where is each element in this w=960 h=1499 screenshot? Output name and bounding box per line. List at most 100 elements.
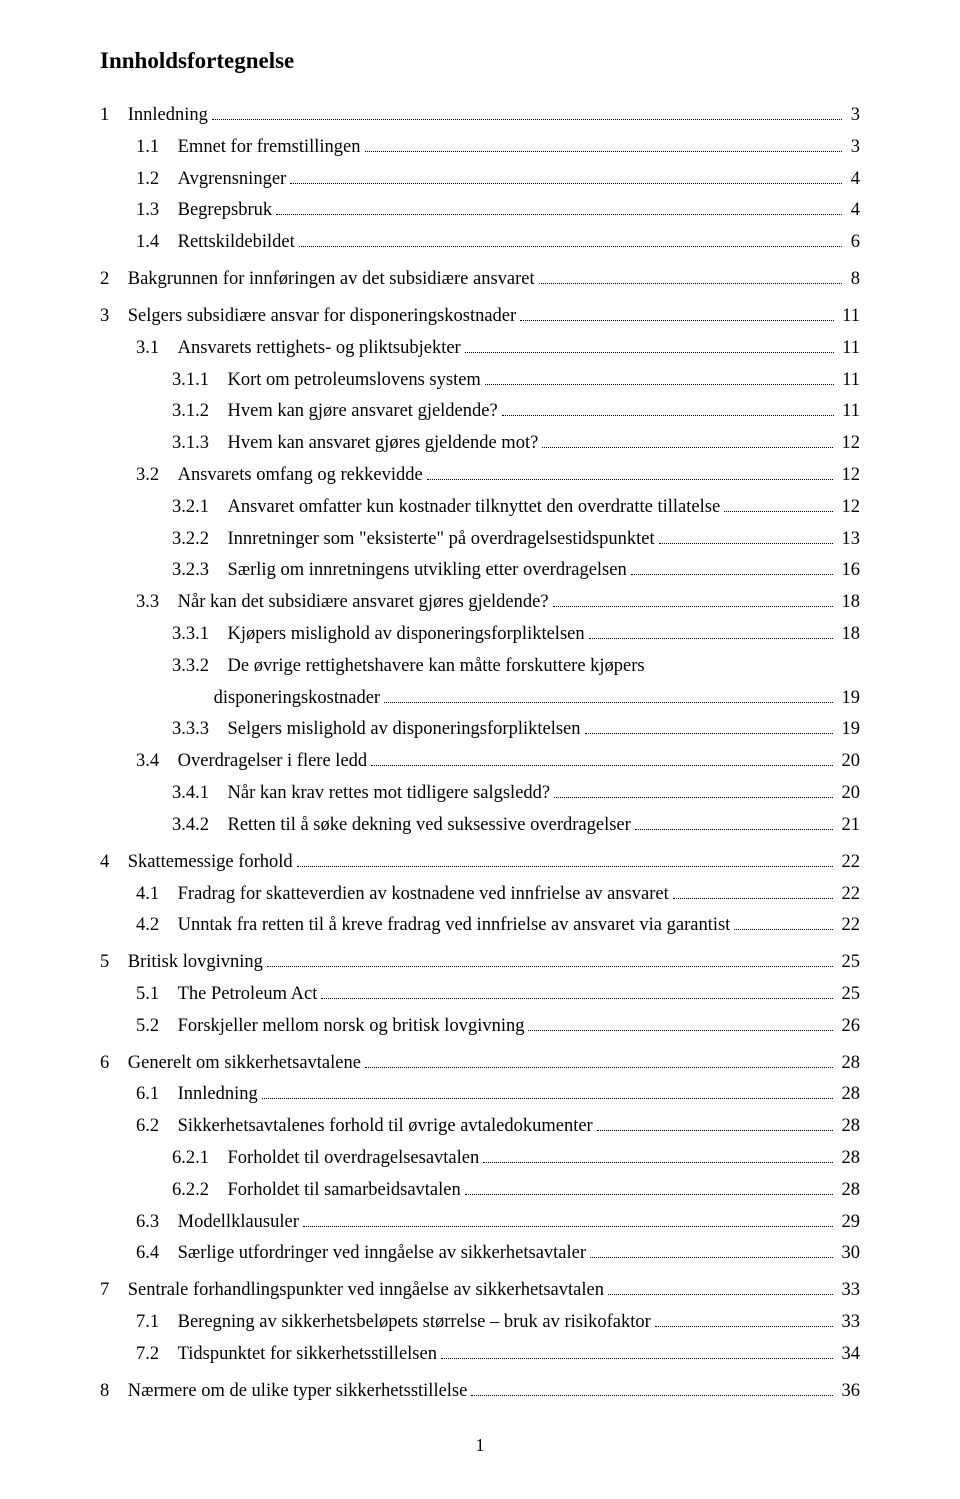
toc-leader-dots [608, 1278, 833, 1296]
toc-entry-page: 12 [837, 462, 860, 489]
toc-entry: 1.2 Avgrensninger 4 [100, 166, 860, 193]
toc-entry: 6.2.1 Forholdet til overdragelsesavtalen… [100, 1145, 860, 1172]
toc-entry-number: 3.3.3 [172, 716, 228, 743]
toc-entry-page: 12 [837, 494, 860, 521]
toc-entry: 4 Skattemessige forhold 22 [100, 849, 860, 876]
toc-entry: 2 Bakgrunnen for innføringen av det subs… [100, 266, 860, 293]
toc-entry-text: The Petroleum Act [178, 981, 318, 1008]
toc-entry: 4.2 Unntak fra retten til å kreve fradra… [100, 912, 860, 939]
page-number: 1 [100, 1435, 860, 1456]
toc-leader-dots [724, 494, 833, 512]
toc-entry: 4.1 Fradrag for skatteverdien av kostnad… [100, 881, 860, 908]
toc-entry-number: 7.2 [136, 1341, 178, 1368]
toc-entry-page: 12 [837, 430, 860, 457]
toc-entry-text: Særlig om innretningens utvikling etter … [228, 557, 627, 584]
toc-entry-text: Nærmere om de ulike typer sikkerhetsstil… [128, 1378, 468, 1405]
toc-entry-text: Generelt om sikkerhetsavtalene [128, 1050, 361, 1077]
toc-entry-text: Ansvarets rettighets- og pliktsubjekter [178, 335, 461, 362]
toc-leader-dots [465, 1177, 833, 1195]
table-of-contents: 1 Innledning 31.1 Emnet for fremstilling… [100, 102, 860, 1405]
toc-entry-page: 19 [837, 685, 860, 712]
toc-leader-dots [655, 1309, 833, 1327]
toc-entry: 3.2 Ansvarets omfang og rekkevidde 12 [100, 462, 860, 489]
toc-entry: 3.3.3 Selgers mislighold av disponerings… [100, 716, 860, 743]
toc-entry-page: 36 [837, 1378, 860, 1405]
toc-entry-text: disponeringskostnader [214, 685, 380, 712]
toc-entry: 6.1 Innledning 28 [100, 1081, 860, 1108]
toc-entry-number: 3.1.1 [172, 367, 228, 394]
toc-entry-text: Forskjeller mellom norsk og britisk lovg… [178, 1013, 525, 1040]
toc-entry-text: Forholdet til samarbeidsavtalen [228, 1177, 461, 1204]
toc-entry-text: Kort om petroleumslovens system [228, 367, 481, 394]
toc-leader-dots [483, 1145, 833, 1163]
toc-leader-dots [262, 1082, 833, 1100]
toc-entry: 7.1 Beregning av sikkerhetsbeløpets stør… [100, 1309, 860, 1336]
toc-entry-text: Tidspunktet for sikkerhetsstillelsen [178, 1341, 437, 1368]
toc-entry: 3.1.3 Hvem kan ansvaret gjøres gjeldende… [100, 430, 860, 457]
toc-entry-number: 1.2 [136, 166, 178, 193]
toc-entry-page: 28 [837, 1145, 860, 1172]
toc-leader-dots [528, 1013, 832, 1031]
toc-entry: 3.3.1 Kjøpers mislighold av disponerings… [100, 621, 860, 648]
toc-title: Innholdsfortegnelse [100, 48, 860, 74]
toc-entry-number: 6.4 [136, 1240, 178, 1267]
toc-entry-number [172, 685, 214, 712]
toc-entry-number: 3.4 [136, 748, 178, 775]
toc-entry-text: De øvrige rettighetshavere kan måtte for… [228, 653, 645, 680]
toc-entry-number: 7.1 [136, 1309, 178, 1336]
toc-leader-dots [554, 780, 833, 798]
toc-entry-page: 22 [837, 912, 860, 939]
toc-entry-number: 6.3 [136, 1209, 178, 1236]
toc-entry-page: 28 [837, 1050, 860, 1077]
toc-entry-text: Skattemessige forhold [128, 849, 293, 876]
toc-entry-number: 3.4.1 [172, 780, 228, 807]
toc-entry-page: 33 [837, 1277, 860, 1304]
toc-entry-text: Retten til å søke dekning ved suksessive… [228, 812, 631, 839]
toc-entry-text: Sentrale forhandlingspunkter ved inngåel… [128, 1277, 604, 1304]
toc-entry-page: 4 [846, 197, 860, 224]
toc-entry: 3.3.2 De øvrige rettighetshavere kan måt… [100, 653, 860, 680]
toc-leader-dots [597, 1114, 833, 1132]
toc-entry: 3.1.1 Kort om petroleumslovens system 11 [100, 367, 860, 394]
toc-entry-number: 3.1.3 [172, 430, 228, 457]
toc-entry: 6.2.2 Forholdet til samarbeidsavtalen 28 [100, 1177, 860, 1204]
toc-entry-text: Modellklausuler [178, 1209, 299, 1236]
toc-entry-text: Når kan krav rettes mot tidligere salgsl… [228, 780, 551, 807]
toc-entry-number: 5.1 [136, 981, 178, 1008]
toc-entry-text: Innledning [178, 1081, 258, 1108]
toc-entry-page: 8 [846, 266, 860, 293]
toc-entry-page: 19 [837, 716, 860, 743]
toc-leader-dots [297, 849, 833, 867]
toc-entry: 3.4 Overdragelser i flere ledd 20 [100, 748, 860, 775]
toc-entry-number: 3.2.1 [172, 494, 228, 521]
toc-entry: disponeringskostnader 19 [100, 685, 860, 712]
toc-entry: 8 Nærmere om de ulike typer sikkerhetsst… [100, 1378, 860, 1405]
toc-leader-dots [542, 430, 833, 448]
toc-entry-text: Innretninger som "eksisterte" på overdra… [228, 526, 655, 553]
toc-entry-page: 30 [837, 1240, 860, 1267]
toc-leader-dots [485, 367, 834, 385]
toc-entry-page: 22 [837, 881, 860, 908]
toc-leader-dots [371, 749, 833, 767]
toc-entry: 3.1 Ansvarets rettighets- og pliktsubjek… [100, 335, 860, 362]
toc-entry-number: 1.4 [136, 229, 178, 256]
toc-entry-text: Innledning [128, 102, 208, 129]
toc-entry: 6.2 Sikkerhetsavtalenes forhold til øvri… [100, 1113, 860, 1140]
toc-leader-dots [276, 198, 842, 216]
toc-leader-dots [590, 1241, 833, 1259]
toc-entry-page: 25 [837, 981, 860, 1008]
toc-entry-number: 8 [100, 1378, 128, 1405]
toc-entry-page: 16 [837, 557, 860, 584]
toc-entry: 3.2.3 Særlig om innretningens utvikling … [100, 557, 860, 584]
toc-entry-number: 3.3 [136, 589, 178, 616]
toc-entry-text: Selgers mislighold av disponeringsforpli… [228, 716, 581, 743]
toc-entry-number: 5.2 [136, 1013, 178, 1040]
toc-entry-number: 3.4.2 [172, 812, 228, 839]
toc-entry-number: 6.2 [136, 1113, 178, 1140]
toc-entry-text: Avgrensninger [178, 166, 287, 193]
toc-entry-number: 1 [100, 102, 128, 129]
toc-leader-dots [365, 134, 843, 152]
toc-entry-number: 3.1.2 [172, 398, 228, 425]
toc-entry-text: Selgers subsidiære ansvar for disponerin… [128, 303, 516, 330]
toc-entry-text: Unntak fra retten til å kreve fradrag ve… [178, 912, 731, 939]
